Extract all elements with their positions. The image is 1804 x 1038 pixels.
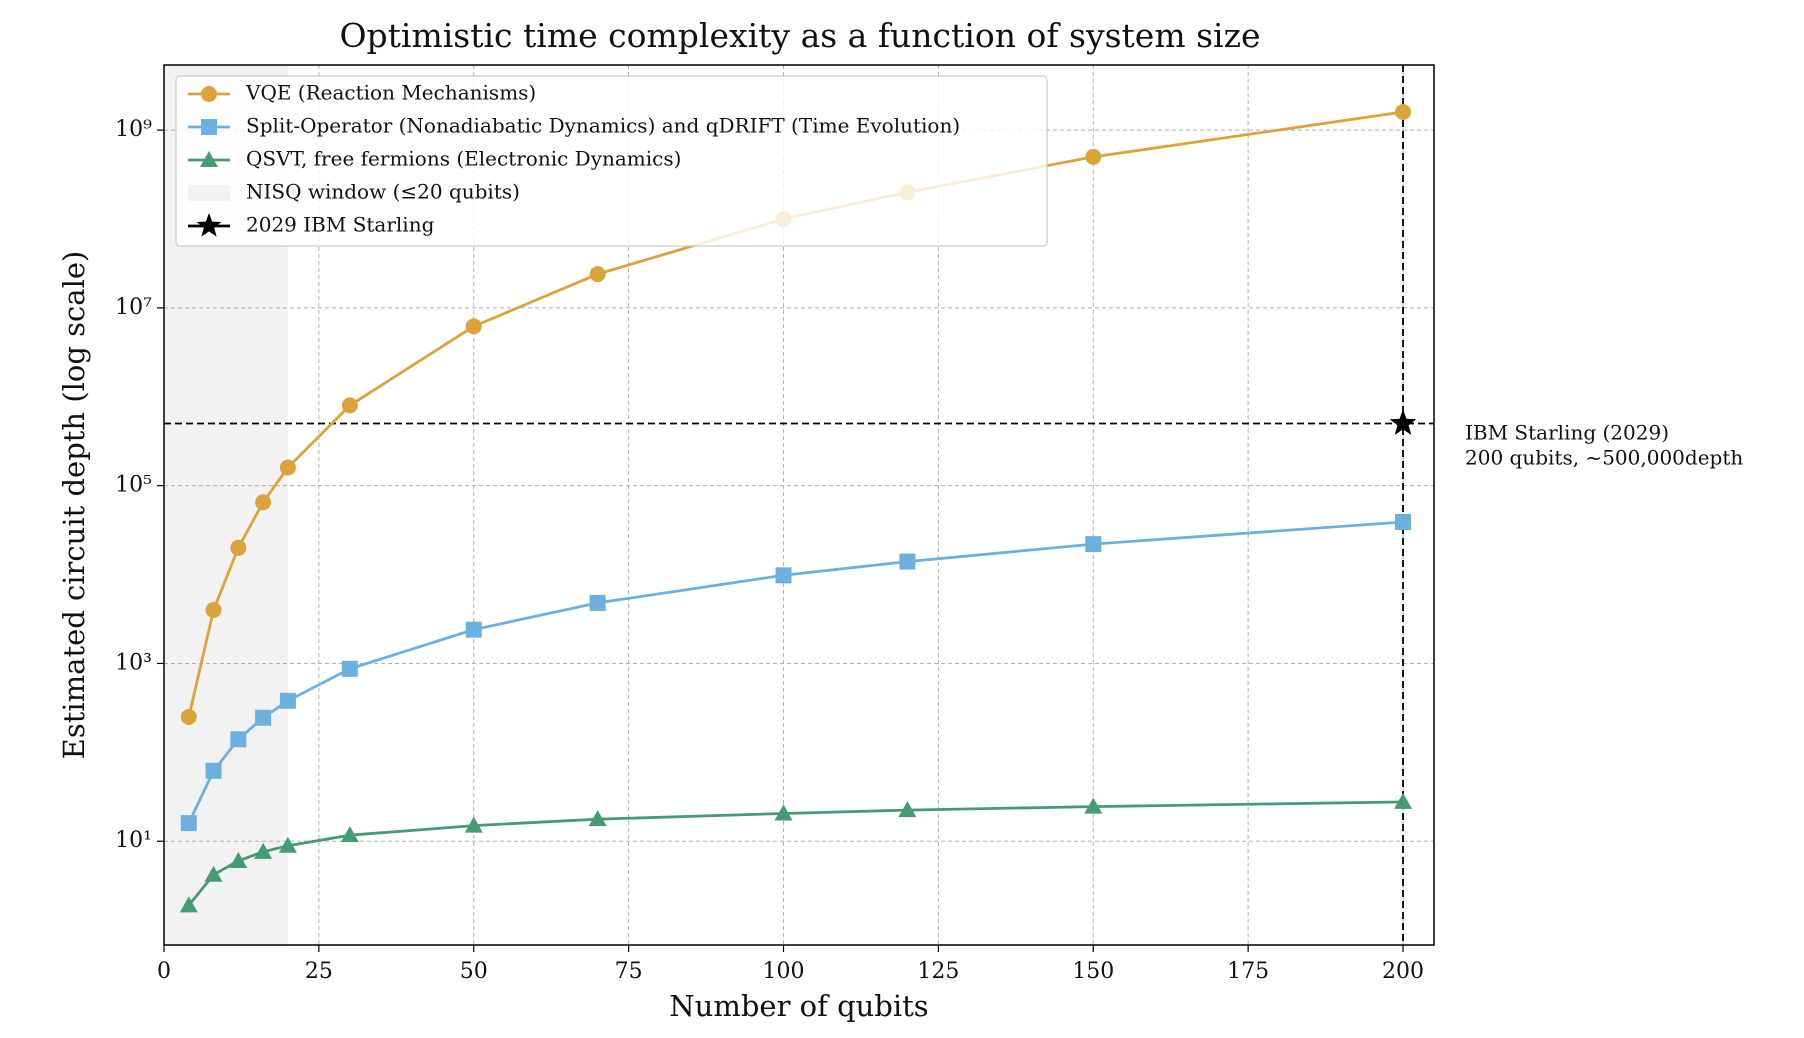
y-tick-label: 10⁷ bbox=[115, 295, 152, 320]
y-tick-label: 10⁹ bbox=[115, 117, 152, 142]
marker bbox=[341, 660, 358, 677]
marker bbox=[230, 539, 247, 556]
starling-marker bbox=[1389, 409, 1417, 435]
marker bbox=[1395, 103, 1412, 120]
marker bbox=[204, 865, 223, 882]
marker bbox=[464, 816, 483, 833]
marker bbox=[205, 601, 222, 618]
marker bbox=[589, 266, 606, 283]
marker bbox=[898, 801, 917, 818]
legend-box bbox=[175, 75, 1048, 247]
marker bbox=[1394, 792, 1413, 809]
annotation: IBM Starling (2029) bbox=[1465, 421, 1669, 445]
y-tick-label: 10⁵ bbox=[115, 473, 152, 498]
legend-label: Split-Operator (Nonadiabatic Dynamics) a… bbox=[246, 114, 960, 138]
legend-label: 2029 IBM Starling bbox=[246, 213, 435, 237]
marker bbox=[1085, 536, 1102, 553]
series-line bbox=[187, 520, 1404, 824]
marker bbox=[465, 318, 482, 335]
legend-marker bbox=[196, 213, 222, 237]
legend-marker bbox=[201, 119, 217, 135]
legend-marker bbox=[200, 151, 218, 167]
marker bbox=[279, 692, 296, 709]
marker bbox=[278, 836, 297, 853]
x-tick-label: 125 bbox=[917, 959, 959, 984]
x-tick-label: 100 bbox=[763, 959, 805, 984]
marker bbox=[255, 709, 272, 726]
marker bbox=[230, 731, 247, 748]
y-tick-label: 10³ bbox=[115, 650, 152, 675]
legend-label: QSVT, free fermions (Electronic Dynamics… bbox=[246, 147, 681, 171]
marker bbox=[255, 494, 272, 511]
legend-label: VQE (Reaction Mechanisms) bbox=[245, 81, 536, 105]
legend-marker bbox=[201, 86, 217, 102]
chart-title: Optimistic time complexity as a function… bbox=[339, 16, 1260, 55]
legend-swatch bbox=[188, 185, 230, 201]
x-axis-label: Number of qubits bbox=[669, 989, 928, 1023]
marker bbox=[254, 842, 273, 859]
marker bbox=[180, 815, 197, 832]
marker bbox=[1084, 797, 1103, 814]
x-tick-label: 0 bbox=[157, 959, 171, 984]
x-tick-label: 25 bbox=[305, 959, 333, 984]
marker bbox=[341, 397, 358, 414]
marker bbox=[588, 810, 607, 827]
x-tick-label: 200 bbox=[1382, 959, 1424, 984]
x-tick-label: 75 bbox=[615, 959, 643, 984]
marker bbox=[179, 896, 198, 913]
x-tick-label: 50 bbox=[460, 959, 488, 984]
y-tick-label: 10¹ bbox=[115, 828, 152, 853]
y-axis-label: Estimated circuit depth (log scale) bbox=[57, 251, 91, 760]
marker bbox=[180, 708, 197, 725]
x-tick-label: 175 bbox=[1227, 959, 1269, 984]
x-tick-label: 150 bbox=[1072, 959, 1114, 984]
marker bbox=[465, 621, 482, 638]
series-line bbox=[187, 800, 1404, 907]
marker bbox=[205, 762, 222, 779]
axes-frame bbox=[163, 64, 1435, 946]
marker bbox=[229, 851, 248, 868]
marker bbox=[899, 553, 916, 570]
marker bbox=[774, 804, 793, 821]
marker bbox=[1085, 148, 1102, 165]
marker bbox=[340, 826, 359, 843]
marker bbox=[775, 567, 792, 584]
marker bbox=[279, 459, 296, 476]
legend-label: NISQ window (≤20 qubits) bbox=[246, 180, 520, 204]
marker bbox=[589, 594, 606, 611]
marker bbox=[1395, 514, 1412, 531]
annotation: 200 qubits, ~500,000depth bbox=[1465, 446, 1743, 470]
